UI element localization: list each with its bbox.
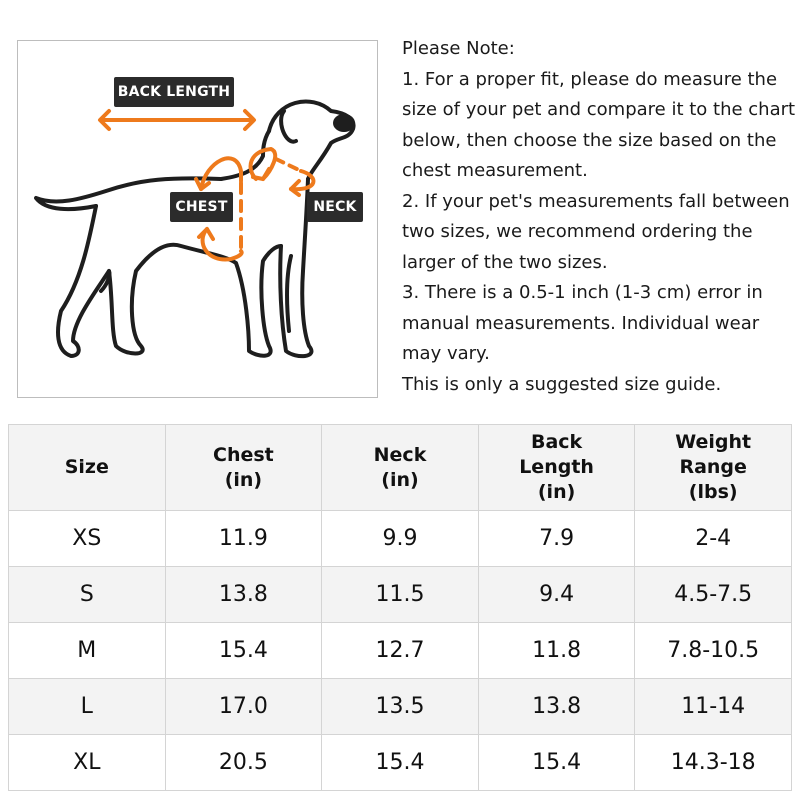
size-notes: Please Note: 1. For a proper fit, please… (402, 34, 797, 400)
notes-line: larger of the two sizes. (402, 251, 608, 273)
notes-heading: Please Note: (402, 38, 515, 59)
cell-chest: 11.9 (164, 510, 323, 567)
cell-size: XL (8, 734, 166, 791)
cell-size: M (8, 622, 166, 679)
cell-back-length: 9.4 (477, 566, 636, 623)
notes-line: chest measurement. (402, 160, 588, 181)
cell-back-length: 13.8 (477, 678, 636, 735)
cell-back-length: 7.9 (477, 510, 636, 567)
notes-line: This is only a suggested size guide. (402, 373, 722, 395)
notes-line: 2. If your pet's measurements fall betwe… (402, 190, 790, 212)
cell-back-length: 15.4 (477, 734, 636, 791)
measurement-arrows (98, 109, 316, 262)
notes-line: 1. For a proper fit, please do measure t… (402, 68, 778, 90)
cell-size: XS (8, 510, 166, 567)
cell-chest: 20.5 (164, 734, 323, 791)
dog-outline-illustration (34, 99, 356, 359)
cell-neck: 12.7 (321, 622, 479, 679)
header-back-length: Back Length (in) (477, 424, 636, 511)
table-row: XL 20.5 15.4 15.4 14.3-18 (8, 734, 792, 791)
header-weight-range: Weight Range (lbs) (634, 424, 792, 511)
table-row: L 17.0 13.5 13.8 11-14 (8, 678, 792, 735)
cell-chest: 13.8 (164, 566, 323, 623)
notes-line: two sizes, we recommend ordering the (402, 221, 753, 242)
cell-weight-range: 11-14 (634, 678, 792, 735)
dog-measurement-diagram: BACK LENGTH CHEST NECK (17, 40, 378, 398)
cell-neck: 9.9 (321, 510, 479, 567)
cell-back-length: 11.8 (477, 622, 636, 679)
cell-neck: 13.5 (321, 678, 479, 735)
table-row: M 15.4 12.7 11.8 7.8-10.5 (8, 622, 792, 679)
notes-line: 3. There is a 0.5-1 inch (1-3 cm) error … (402, 282, 763, 303)
cell-neck: 11.5 (321, 566, 479, 623)
size-chart-table: Size Chest (in) Neck (in) Back Length (i… (8, 424, 792, 791)
chest-label: CHEST (170, 192, 233, 222)
notes-line: may vary. (402, 343, 490, 364)
back-length-label: BACK LENGTH (114, 77, 234, 107)
notes-line: manual measurements. Individual wear (402, 312, 760, 334)
cell-size: S (8, 566, 166, 623)
cell-chest: 15.4 (164, 622, 323, 679)
table-header-row: Size Chest (in) Neck (in) Back Length (i… (8, 424, 792, 511)
cell-weight-range: 2-4 (634, 510, 792, 567)
cell-weight-range: 7.8-10.5 (634, 622, 792, 679)
table-row: S 13.8 11.5 9.4 4.5-7.5 (8, 566, 792, 623)
cell-weight-range: 4.5-7.5 (634, 566, 792, 623)
neck-label: NECK (307, 192, 363, 222)
cell-weight-range: 14.3-18 (634, 734, 792, 791)
notes-line: size of your pet and compare it to the c… (402, 99, 796, 120)
cell-chest: 17.0 (164, 678, 323, 735)
notes-line: below, then choose the size based on the (402, 129, 777, 151)
header-chest: Chest (in) (164, 424, 323, 511)
cell-size: L (8, 678, 166, 735)
header-size: Size (8, 424, 166, 511)
dog-nose (333, 114, 355, 132)
table-row: XS 11.9 9.9 7.9 2-4 (8, 510, 792, 567)
header-neck: Neck (in) (321, 424, 479, 511)
cell-neck: 15.4 (321, 734, 479, 791)
